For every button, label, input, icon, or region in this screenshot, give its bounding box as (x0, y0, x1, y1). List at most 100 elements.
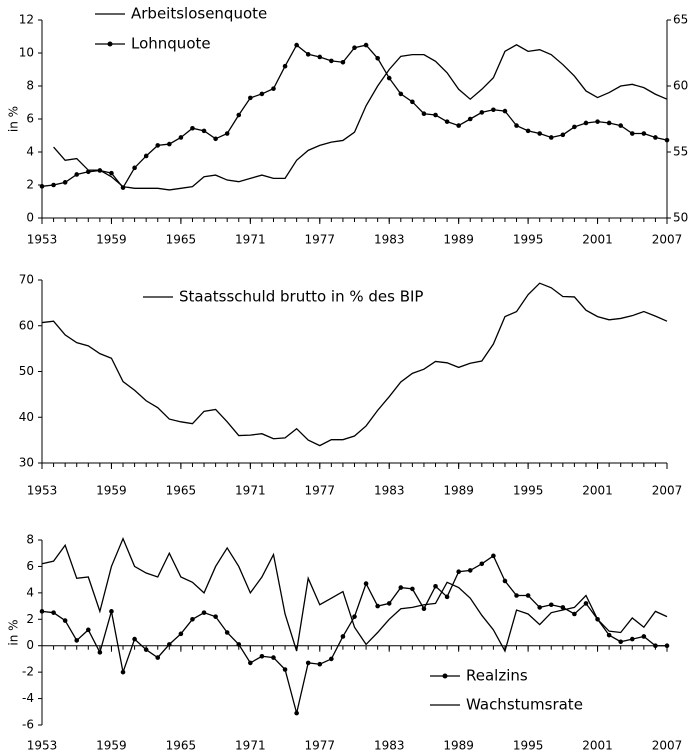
series-marker (491, 107, 496, 113)
series-marker (641, 634, 647, 639)
series-marker (629, 636, 635, 642)
series-marker (467, 116, 473, 122)
y-tick-label: -4 (22, 691, 34, 705)
series-marker (583, 120, 589, 126)
series-marker (433, 112, 438, 118)
series-marker (259, 91, 265, 97)
series-marker (167, 141, 172, 147)
x-tick-label: 1995 (513, 233, 544, 247)
series-marker (282, 63, 288, 69)
legend-label: Arbeitslosenquote (131, 5, 267, 23)
y-tick-label: 8 (26, 79, 34, 93)
x-tick-label: 1983 (374, 484, 405, 498)
x-tick-label: 2007 (652, 233, 683, 247)
y-tick-label: -6 (22, 718, 34, 732)
y2-tick-label: 50 (673, 211, 688, 225)
series-marker (618, 639, 624, 645)
series-marker (629, 131, 635, 136)
series-marker (340, 59, 346, 65)
x-tick-label: 1977 (305, 484, 336, 498)
y-tick-label: 2 (26, 612, 34, 626)
series-marker (143, 647, 149, 652)
y-tick-label: 60 (19, 318, 34, 332)
series-marker (514, 593, 519, 598)
series-marker (548, 602, 554, 608)
y2-tick-label: 55 (673, 145, 688, 159)
series-marker (51, 182, 56, 188)
y-tick-label: 8 (26, 533, 34, 547)
x-tick-label: 1989 (443, 739, 474, 753)
series-marker (85, 169, 91, 175)
series-line (53, 44, 668, 191)
series-marker (398, 585, 404, 590)
series-marker (236, 112, 242, 118)
x-tick-label: 2001 (582, 233, 613, 247)
series-marker (317, 54, 323, 60)
x-tick-label: 2007 (652, 739, 683, 753)
series-marker (190, 616, 195, 622)
series-marker (178, 135, 184, 140)
series-marker (664, 643, 670, 649)
series-marker (606, 120, 612, 126)
x-tick-label: 2007 (652, 484, 683, 498)
series-marker (340, 634, 346, 639)
series-marker (653, 643, 658, 649)
series-marker (224, 630, 230, 635)
series-line (41, 536, 668, 653)
x-tick-label: 1959 (96, 233, 127, 247)
y-tick-label: 2 (26, 178, 34, 192)
series-marker (201, 128, 207, 134)
series-marker (317, 661, 323, 667)
series-marker (236, 642, 242, 647)
series-marker (305, 660, 311, 666)
series-marker (375, 55, 380, 61)
x-tick-label: 1965 (166, 739, 197, 753)
y-tick-label: 6 (26, 559, 34, 573)
x-tick-label: 1965 (166, 484, 197, 498)
series-marker (410, 99, 415, 105)
series-line (41, 554, 667, 714)
series-marker (352, 614, 357, 619)
y-tick-label: 4 (26, 145, 34, 159)
series-marker (375, 603, 380, 609)
series-marker (294, 42, 299, 48)
series-marker (167, 642, 172, 647)
x-tick-label: 1971 (235, 484, 266, 498)
x-tick-label: 1953 (27, 484, 58, 498)
series-marker (410, 586, 415, 592)
series-marker (132, 165, 137, 171)
series-marker (560, 605, 566, 610)
x-tick-label: 1965 (166, 233, 197, 247)
series-marker (213, 136, 218, 142)
series-marker (421, 111, 427, 117)
series-marker (282, 667, 288, 672)
x-tick-label: 1971 (235, 233, 266, 247)
x-tick-label: 1995 (513, 484, 544, 498)
series-marker (329, 656, 334, 662)
series-marker (641, 131, 647, 136)
series-marker (386, 601, 392, 606)
series-marker (329, 58, 334, 64)
series-marker (456, 569, 461, 575)
series-marker (537, 131, 542, 136)
series-marker (572, 124, 577, 130)
y-tick-label: -2 (22, 665, 34, 679)
series-marker (178, 631, 184, 637)
y-tick-label: 0 (26, 211, 34, 225)
series-marker (143, 153, 149, 159)
series-marker (421, 606, 427, 612)
series-marker (51, 610, 56, 615)
series-marker (433, 583, 438, 589)
series-marker (109, 609, 114, 614)
y-tick-label: 4 (26, 585, 34, 599)
x-tick-label: 1971 (235, 739, 266, 753)
series-marker (479, 561, 485, 567)
y-axis-label: in % (7, 619, 21, 645)
y-tick-label: 40 (19, 410, 34, 424)
x-tick-label: 1995 (513, 739, 544, 753)
series-marker (74, 638, 80, 643)
y-tick-label: 50 (19, 364, 34, 378)
series-marker (305, 52, 311, 57)
x-tick-label: 1977 (305, 233, 336, 247)
